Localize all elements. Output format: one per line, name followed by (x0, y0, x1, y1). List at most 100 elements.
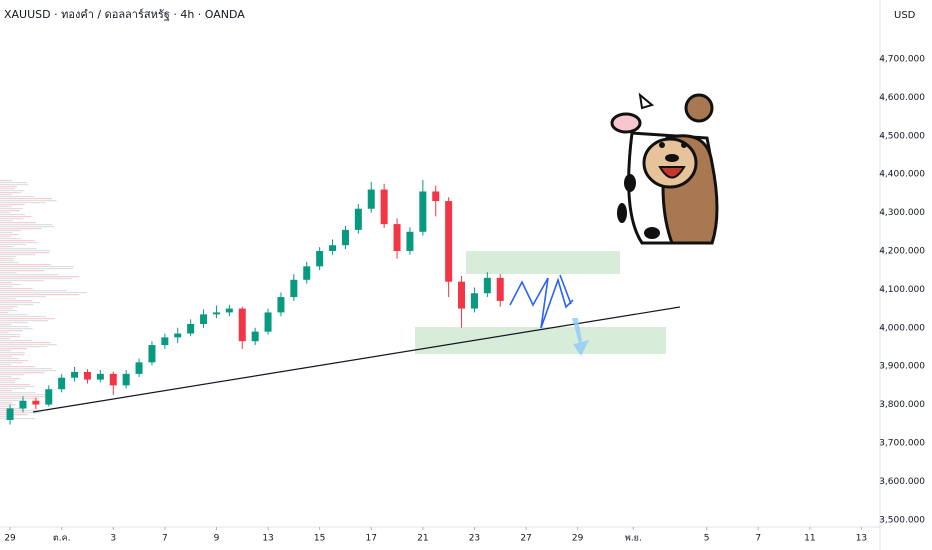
profile-bar (0, 412, 41, 414)
profile-bar (0, 372, 45, 374)
cow-sticker (610, 92, 719, 245)
profile-bar (0, 232, 13, 234)
profile-bar (0, 306, 18, 308)
candle-body (277, 297, 285, 313)
candle-body (303, 266, 311, 280)
profile-bar (0, 282, 12, 284)
profile-bar (0, 304, 34, 306)
profile-bar (0, 340, 32, 342)
chart-title: XAUUSD · ทองคำ / ดอลลาร์สหรัฐ · 4h · OAN… (4, 8, 245, 21)
profile-bar (0, 186, 17, 188)
x-tick-label: 9 (214, 534, 220, 544)
profile-bar (0, 360, 28, 362)
y-tick-label: 4,400.000 (879, 170, 925, 180)
profile-bar (0, 370, 56, 372)
profile-bar (0, 230, 22, 232)
profile-bar (0, 416, 12, 418)
candle-body (71, 371, 79, 378)
profile-bar (0, 406, 10, 408)
x-tick-label: 5 (704, 534, 710, 544)
candle-body (32, 400, 40, 405)
y-tick-label: 4,600.000 (879, 93, 925, 103)
currency-label: USD (894, 10, 916, 21)
profile-bar (0, 348, 27, 350)
projection-path (509, 277, 574, 329)
profile-bar (0, 388, 26, 390)
profile-bar (0, 268, 73, 270)
profile-bar (0, 396, 53, 398)
profile-bar (0, 308, 13, 310)
x-tick-label: 7 (162, 534, 168, 544)
profile-bar (0, 190, 25, 192)
profile-bar (0, 418, 36, 420)
candle-body (264, 312, 272, 332)
profile-bar (0, 312, 9, 314)
profile-bar (0, 392, 36, 394)
profile-bar (0, 272, 17, 274)
profile-bar (0, 192, 21, 194)
candle-body (148, 345, 156, 363)
x-tick-label: 7 (755, 534, 761, 544)
profile-bar (0, 338, 11, 340)
profile-bar (0, 414, 28, 416)
profile-bar (0, 278, 72, 280)
profile-bar (0, 208, 23, 210)
profile-bar (0, 324, 12, 326)
profile-bar (0, 194, 12, 196)
y-tick-label: 4,000.000 (879, 323, 925, 333)
profile-bar (0, 334, 21, 336)
profile-bar (0, 352, 25, 354)
y-tick-label: 3,600.000 (879, 477, 925, 487)
profile-bar (0, 344, 57, 346)
candle-body (19, 400, 27, 409)
x-tick-label: 29 (4, 534, 16, 544)
profile-bar (0, 276, 80, 278)
candle-body (212, 312, 220, 315)
profile-bar (0, 262, 19, 264)
x-tick-label: 15 (314, 534, 325, 544)
profile-bar (0, 374, 24, 376)
profile-bar (0, 358, 20, 360)
x-tick-label: 23 (469, 534, 480, 544)
candle-body (406, 231, 414, 251)
y-tick-label: 3,900.000 (879, 362, 925, 372)
profile-bar (0, 270, 45, 272)
profile-bar (0, 214, 26, 216)
y-tick-label: 3,500.000 (879, 515, 925, 525)
candle-body (341, 229, 349, 246)
y-tick-label: 3,700.000 (879, 438, 925, 448)
profile-bar (0, 336, 20, 338)
profile-bar (0, 284, 21, 286)
profile-bar (0, 182, 28, 184)
profile-bar (0, 204, 25, 206)
candle-body (496, 277, 504, 301)
profile-bar (0, 222, 37, 224)
volume-profile (0, 180, 87, 420)
profile-bar (0, 320, 49, 322)
profile-bar (0, 256, 17, 258)
candle-body (470, 293, 478, 309)
profile-bar (0, 330, 24, 332)
profile-bar (0, 252, 50, 254)
profile-bar (0, 318, 55, 320)
profile-bar (0, 316, 47, 318)
candle-body (354, 208, 362, 230)
profile-bar (0, 300, 33, 302)
candle-body (83, 371, 91, 380)
profile-bar (0, 238, 22, 240)
down-arrow (572, 318, 589, 356)
profile-bar (0, 292, 87, 294)
candle-body (161, 337, 169, 346)
profile-bar (0, 298, 16, 300)
x-tick-label: 11 (804, 534, 815, 544)
profile-bar (0, 400, 20, 402)
candle-body (109, 373, 117, 386)
profile-bar (0, 184, 29, 186)
profile-bar (0, 290, 67, 292)
y-tick-label: 4,100.000 (879, 285, 925, 295)
profile-bar (0, 210, 20, 212)
candle-body (238, 308, 246, 342)
profile-bar (0, 224, 53, 226)
x-tick-label: 27 (520, 534, 531, 544)
